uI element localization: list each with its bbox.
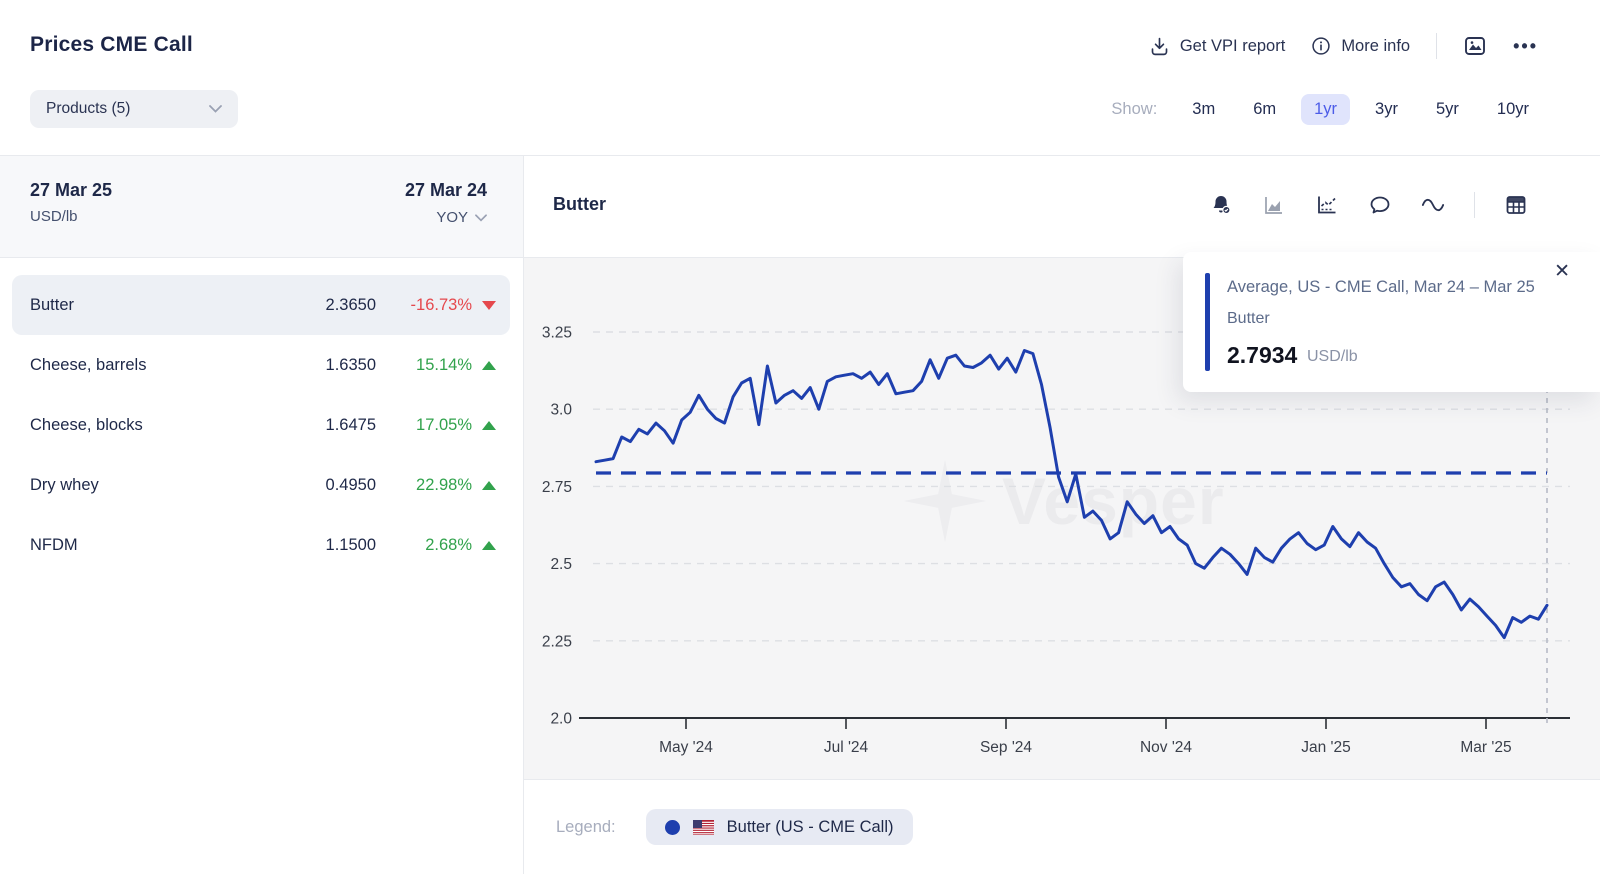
product-name: Butter — [30, 295, 75, 314]
divider — [1436, 33, 1438, 59]
product-name: Cheese, barrels — [30, 355, 147, 374]
us-flag-icon — [692, 819, 714, 835]
trend-down-icon — [482, 300, 496, 310]
unit-label: USD/lb — [30, 208, 78, 225]
x-axis-tick: Jul '24 — [824, 739, 869, 756]
picture-icon — [1465, 37, 1486, 55]
products-panel: 27 Mar 25 USD/lb 27 Mar 24 YOY Butter 2.3… — [0, 156, 524, 874]
range-6m[interactable]: 6m — [1253, 100, 1277, 118]
products-dropdown-label: Products (5) — [46, 100, 131, 117]
tooltip-value: 2.7934 — [1227, 342, 1298, 368]
comment-icon[interactable] — [1368, 193, 1392, 217]
product-change: -16.73% — [410, 295, 472, 314]
x-axis-tick: Jan '25 — [1301, 739, 1351, 756]
table-icon[interactable] — [1504, 193, 1528, 217]
product-value: 1.1500 — [325, 535, 376, 554]
get-vpi-report-label: Get VPI report — [1179, 36, 1286, 55]
product-name: NFDM — [30, 535, 78, 554]
divider — [1474, 192, 1475, 218]
y-axis-tick: 2.5 — [550, 556, 572, 573]
close-icon[interactable]: ✕ — [1554, 261, 1570, 282]
price-line — [594, 349, 1549, 640]
product-change: 22.98% — [416, 475, 472, 494]
trend-up-icon — [482, 480, 496, 490]
product-row-dry-whey[interactable]: Dry whey 0.4950 22.98% — [12, 455, 510, 515]
tooltip-product: Butter — [1227, 310, 1270, 327]
previous-date: 27 Mar 24 — [404, 180, 487, 200]
product-value: 1.6350 — [325, 355, 376, 374]
product-row-cheese-barrels[interactable]: Cheese, barrels 1.6350 15.14% — [12, 335, 510, 395]
products-dropdown[interactable]: Products (5) — [30, 90, 238, 128]
export-image-button[interactable] — [1463, 34, 1487, 58]
product-list: Butter 2.3650 -16.73% Cheese, barrels 1.6350… — [12, 275, 510, 575]
more-info-button[interactable]: More info — [1311, 36, 1410, 56]
legend-label: Legend: — [556, 817, 616, 836]
x-axis-tick: May '24 — [659, 739, 713, 756]
top-bar: Prices CME Call Products (5) Get VPI rep… — [0, 0, 1600, 156]
top-actions: Get VPI report More info ••• — [1149, 30, 1538, 62]
show-label: Show: — [1111, 100, 1158, 118]
wave-icon[interactable] — [1421, 193, 1445, 217]
info-icon — [1312, 37, 1330, 55]
area-chart-icon[interactable] — [1262, 193, 1286, 217]
range-3yr[interactable]: 3yr — [1375, 100, 1398, 118]
tooltip-unit: USD/lb — [1307, 348, 1358, 365]
products-panel-header: 27 Mar 25 USD/lb 27 Mar 24 YOY — [0, 156, 523, 258]
chart-panel: Butter Vesper — [524, 156, 1600, 874]
range-1yr[interactable]: 1yr — [1301, 94, 1351, 125]
range-3m[interactable]: 3m — [1192, 100, 1216, 118]
chart-header: Butter — [524, 156, 1600, 258]
product-name: Cheese, blocks — [30, 415, 143, 434]
range-5yr[interactable]: 5yr — [1435, 100, 1459, 118]
legend-row: Legend: Butter (US - CME Call) — [524, 780, 1600, 874]
chevron-down-icon — [475, 213, 487, 221]
y-axis-tick: 3.0 — [550, 402, 572, 419]
y-axis-tick: 3.25 — [542, 325, 572, 342]
legend-item-butter[interactable]: Butter (US - CME Call) — [645, 809, 913, 845]
compare-mode-dropdown[interactable]: YOY — [436, 209, 487, 226]
more-options-button[interactable]: ••• — [1513, 35, 1538, 56]
product-change: 17.05% — [416, 415, 472, 434]
product-row-butter[interactable]: Butter 2.3650 -16.73% — [12, 275, 510, 335]
chart-plot-area[interactable]: Vesper 3.25 3.0 2.75 2.5 2.25 2.0 May '24 Jul '… — [524, 252, 1600, 780]
product-change: 2.68% — [425, 535, 472, 554]
x-axis-tick: Mar '25 — [1460, 739, 1511, 756]
y-axis-tick: 2.75 — [542, 479, 572, 496]
get-vpi-report-button[interactable]: Get VPI report — [1149, 36, 1285, 57]
y-axis-tick: 2.25 — [542, 633, 572, 650]
product-value: 1.6475 — [325, 415, 376, 434]
tooltip-series-description: Average, US - CME Call, Mar 24 – Mar 25 — [1227, 278, 1535, 296]
trend-up-icon — [482, 420, 496, 430]
product-row-cheese-blocks[interactable]: Cheese, blocks 1.6475 17.05% — [12, 395, 510, 455]
show-ranges: 3m 6m 1yr 3yr 5yr 10yr — [1179, 94, 1542, 125]
product-name: Dry whey — [30, 475, 99, 494]
show-range-row: Show: 3m 6m 1yr 3yr 5yr 10yr — [1111, 94, 1542, 125]
line-chart-axis-icon[interactable] — [1315, 193, 1339, 217]
alert-bell-check-icon[interactable] — [1209, 193, 1233, 217]
product-value: 0.4950 — [325, 475, 376, 494]
tooltip-accent-bar — [1205, 273, 1210, 371]
current-date: 27 Mar 25 — [30, 180, 113, 200]
more-info-label: More info — [1341, 36, 1411, 55]
chevron-down-icon — [209, 105, 222, 113]
page-title: Prices CME Call — [30, 33, 193, 56]
series-color-dot — [664, 819, 680, 835]
chart-tooltip: Average, US - CME Call, Mar 24 – Mar 25 … — [1183, 252, 1600, 392]
download-icon — [1151, 37, 1168, 55]
range-10yr[interactable]: 10yr — [1496, 100, 1529, 118]
product-value: 2.3650 — [325, 295, 376, 314]
x-axis-tick: Sep '24 — [980, 739, 1032, 756]
x-axis-tick: Nov '24 — [1140, 739, 1192, 756]
chart-title: Butter — [553, 194, 606, 214]
legend-series-label: Butter (US - CME Call) — [726, 817, 894, 836]
chart-toolbar — [1209, 192, 1528, 218]
compare-mode-label: YOY — [436, 209, 468, 226]
trend-up-icon — [482, 540, 496, 550]
product-change: 15.14% — [416, 355, 472, 374]
trend-up-icon — [482, 360, 496, 370]
y-axis-tick: 2.0 — [550, 711, 572, 728]
product-row-nfdm[interactable]: NFDM 1.1500 2.68% — [12, 515, 510, 575]
